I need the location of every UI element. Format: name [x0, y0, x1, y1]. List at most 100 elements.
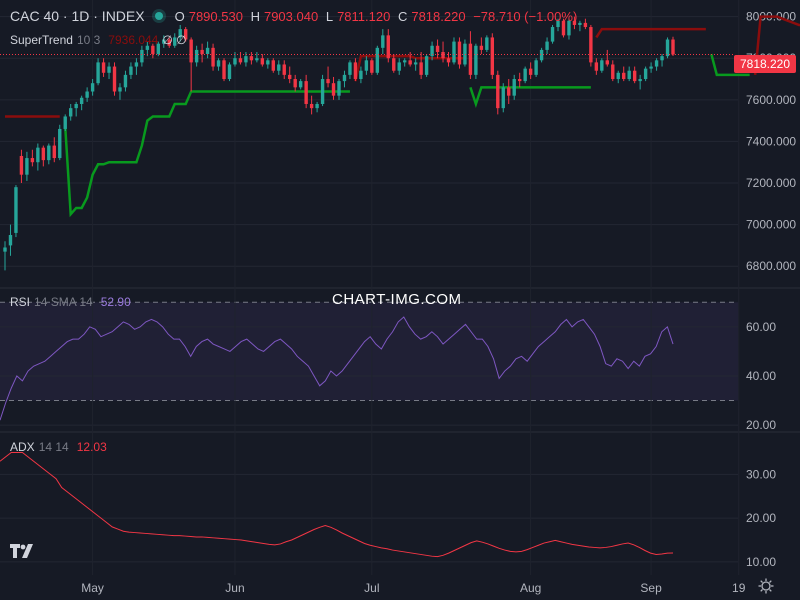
candle-body	[69, 108, 73, 117]
candle-body	[572, 20, 577, 25]
candle-body	[539, 49, 544, 61]
candle-body	[430, 45, 434, 57]
low-value: 7811.120	[337, 8, 391, 24]
candle-body	[550, 27, 555, 42]
candle-body	[167, 39, 171, 46]
candle-body	[457, 41, 462, 65]
adx-legend[interactable]: ADX 14 14 12.03	[10, 440, 107, 454]
candle-body	[468, 43, 473, 75]
candle-body	[446, 58, 451, 63]
candle-body	[288, 74, 292, 80]
price-scale: 6800.000 7000.000 7200.000 7400.000 7600.000…	[746, 10, 796, 569]
candle-body	[266, 60, 270, 65]
candle-body	[52, 145, 56, 159]
candle-body	[616, 72, 620, 80]
x-tick-label: Sep	[640, 581, 662, 595]
candle-body	[90, 83, 95, 92]
rsi-line	[0, 316, 674, 421]
candle-body	[353, 62, 358, 80]
supertrend-segment-up	[469, 86, 591, 108]
rsi-name: RSI	[10, 295, 31, 309]
supertrend-segment-down	[753, 15, 800, 75]
watermark: CHART-IMG.COM	[332, 291, 462, 308]
candle-body	[578, 22, 582, 25]
candle-body	[293, 79, 297, 88]
candle-body	[260, 58, 265, 65]
candle-body	[244, 56, 248, 63]
y-tick-label: 7200.000	[746, 176, 796, 190]
symbol-header: CAC 40 · 1D · INDEX O 7890.530 H 7903.040 …	[10, 8, 581, 24]
candle-body	[419, 62, 423, 75]
ohlc-values: O 7890.530 H 7903.040 L 7811.120 C 7818.220 …	[175, 9, 582, 24]
candle-body	[496, 74, 500, 109]
supertrend-params: 10 3	[76, 33, 101, 47]
candle-body	[413, 62, 418, 65]
candle-body	[649, 66, 653, 69]
candle-body	[337, 81, 341, 96]
y-tick-label: 30.00	[746, 467, 776, 481]
supertrend-segment-down	[595, 27, 706, 39]
supertrend-name: SuperTrend	[10, 33, 73, 47]
candle-body	[485, 37, 489, 50]
candle-body	[671, 39, 675, 55]
candle-body	[627, 70, 631, 80]
adx-params: 14 14	[38, 440, 69, 454]
candle-body	[211, 47, 215, 67]
candle-body	[507, 87, 511, 96]
x-tick-label: Jun	[225, 581, 244, 595]
high-label: H	[250, 8, 260, 24]
candle-body	[660, 56, 664, 61]
candle-body	[517, 79, 522, 82]
candle-body	[271, 60, 275, 71]
candle-body	[238, 58, 243, 63]
candle-body	[589, 27, 593, 63]
candle-body	[512, 79, 516, 96]
candle-body	[101, 62, 106, 73]
change-value: −78.710 (−1.00%)	[473, 8, 578, 24]
candle-body	[47, 145, 51, 161]
rsi-legend[interactable]: RSI 14 SMA 14 52.90	[10, 295, 131, 309]
x-tick-label: Jul	[364, 581, 379, 595]
candle-body	[567, 20, 571, 36]
y-tick-label: 7600.000	[746, 93, 796, 107]
candle-body	[282, 64, 286, 75]
candle-body	[36, 147, 40, 163]
rsi-band-area	[0, 301, 738, 402]
candle-body	[222, 60, 226, 80]
candle-body	[129, 66, 133, 75]
symbol-title[interactable]: CAC 40 · 1D · INDEX	[10, 8, 145, 24]
candle-body	[227, 64, 232, 80]
candle-body	[654, 60, 659, 67]
candle-body	[474, 45, 478, 75]
supertrend-segment-up	[63, 90, 350, 218]
candle-body	[320, 79, 325, 104]
candle-body	[600, 60, 604, 71]
candle-body	[25, 158, 29, 175]
candle-body	[14, 187, 18, 233]
candle-body	[194, 49, 199, 63]
rsi-series-line	[0, 316, 674, 421]
candle-body	[479, 45, 484, 50]
candle-body	[183, 29, 188, 40]
market-status-dot-icon	[154, 12, 163, 20]
candle-body	[452, 41, 456, 63]
candle-body	[173, 37, 177, 46]
candle-body	[255, 58, 259, 61]
candle-body	[370, 60, 374, 73]
candle-body	[381, 35, 385, 48]
candle-body	[643, 68, 648, 80]
candle-body	[216, 60, 221, 67]
candle-body	[107, 66, 111, 73]
tradingview-logo-icon[interactable]	[8, 540, 38, 562]
y-tick-label: 7400.000	[746, 134, 796, 148]
candle-body	[632, 70, 637, 82]
candle-body	[30, 158, 35, 163]
y-tick-label: 6800.000	[746, 259, 796, 273]
candle-body	[638, 79, 642, 82]
gear-icon[interactable]	[758, 578, 774, 594]
supertrend-legend[interactable]: SuperTrend 10 3 7936.044 ∅ ∅	[10, 33, 187, 47]
x-tick-label: Aug	[520, 581, 541, 595]
candle-body	[118, 87, 122, 92]
candle-body	[665, 39, 670, 57]
